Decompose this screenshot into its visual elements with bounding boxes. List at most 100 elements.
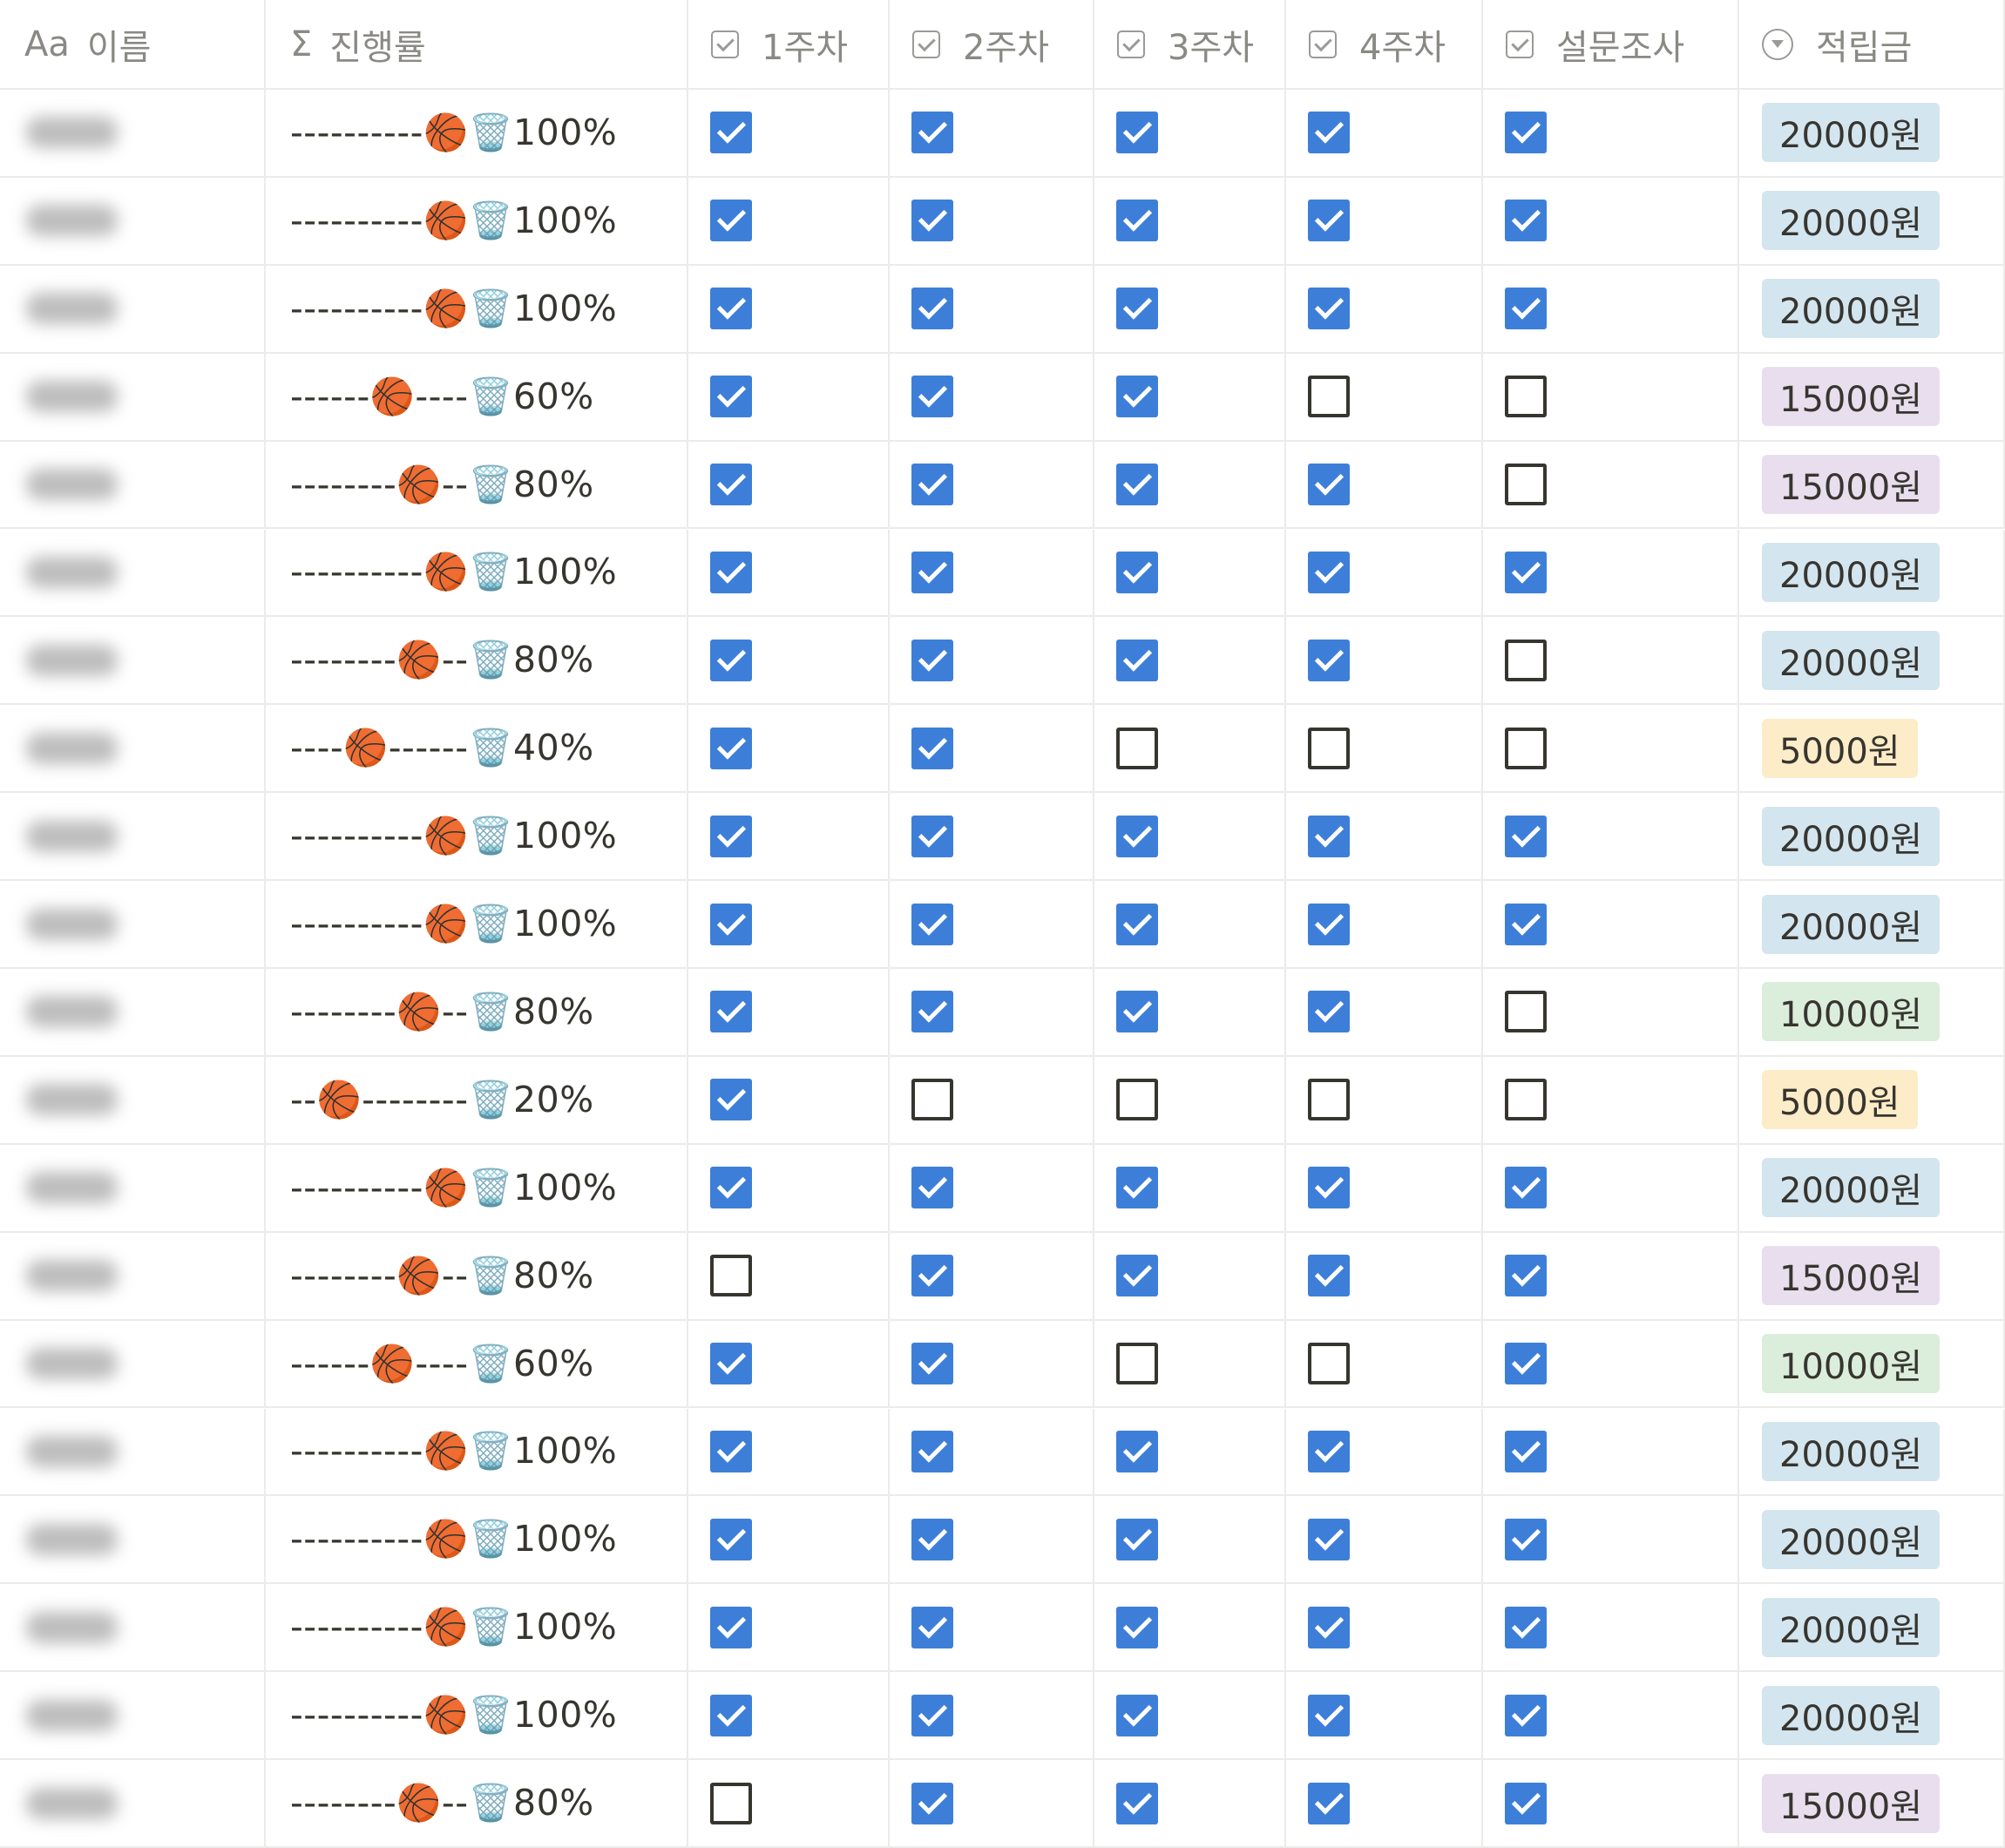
checkbox[interactable] (1116, 376, 1158, 418)
checkbox[interactable] (911, 639, 953, 681)
column-header[interactable]: Σ 진행률 (266, 0, 688, 88)
checkbox[interactable] (1116, 639, 1158, 681)
checkbox[interactable] (1505, 1430, 1547, 1472)
checkbox[interactable] (911, 903, 953, 945)
column-header[interactable]: 1주차 (688, 0, 890, 88)
checkbox[interactable] (1308, 903, 1350, 945)
reward-cell[interactable]: 15000원 (1739, 441, 2005, 528)
checkbox[interactable] (710, 1518, 752, 1560)
checkbox[interactable] (1308, 639, 1350, 681)
checkbox[interactable] (1505, 376, 1547, 418)
checkbox[interactable] (710, 112, 752, 154)
name-cell[interactable] (0, 969, 266, 1055)
checkbox[interactable] (710, 1606, 752, 1648)
checkbox[interactable] (911, 376, 953, 418)
checkbox[interactable] (1116, 1430, 1158, 1472)
checkbox[interactable] (1116, 1255, 1158, 1297)
checkbox[interactable] (911, 200, 953, 242)
reward-cell[interactable]: 20000원 (1739, 1496, 2005, 1583)
reward-cell[interactable]: 20000원 (1739, 881, 2005, 967)
checkbox[interactable] (1116, 815, 1158, 857)
checkbox[interactable] (1308, 1343, 1350, 1385)
checkbox[interactable] (911, 1606, 953, 1648)
checkbox[interactable] (1116, 727, 1158, 769)
reward-cell[interactable]: 5000원 (1739, 705, 2005, 792)
checkbox[interactable] (1308, 1606, 1350, 1648)
name-cell[interactable] (0, 793, 266, 880)
reward-cell[interactable]: 20000원 (1739, 617, 2005, 704)
checkbox[interactable] (710, 1782, 752, 1824)
checkbox[interactable] (710, 1255, 752, 1297)
checkbox[interactable] (1116, 1079, 1158, 1121)
checkbox[interactable] (1505, 1343, 1547, 1385)
checkbox[interactable] (710, 727, 752, 769)
checkbox[interactable] (911, 1694, 953, 1736)
reward-cell[interactable]: 20000원 (1739, 265, 2005, 352)
checkbox[interactable] (1116, 1343, 1158, 1385)
reward-cell[interactable]: 20000원 (1739, 90, 2005, 176)
checkbox[interactable] (710, 1694, 752, 1736)
checkbox[interactable] (1116, 1518, 1158, 1560)
checkbox[interactable] (710, 1343, 752, 1385)
column-header[interactable]: 2주차 (890, 0, 1094, 88)
name-cell[interactable] (0, 529, 266, 616)
checkbox[interactable] (1308, 1079, 1350, 1121)
checkbox[interactable] (911, 1782, 953, 1824)
checkbox[interactable] (1308, 1694, 1350, 1736)
name-cell[interactable] (0, 90, 266, 176)
column-header[interactable]: 3주차 (1094, 0, 1286, 88)
checkbox[interactable] (1116, 1167, 1158, 1209)
checkbox[interactable] (710, 903, 752, 945)
name-cell[interactable] (0, 617, 266, 704)
checkbox[interactable] (1505, 1782, 1547, 1824)
checkbox[interactable] (1505, 551, 1547, 593)
name-cell[interactable] (0, 1760, 266, 1846)
checkbox[interactable] (1505, 112, 1547, 154)
reward-cell[interactable]: 15000원 (1739, 1232, 2005, 1319)
checkbox[interactable] (1505, 1518, 1547, 1560)
checkbox[interactable] (1505, 903, 1547, 945)
checkbox[interactable] (1505, 1694, 1547, 1736)
name-cell[interactable] (0, 441, 266, 528)
checkbox[interactable] (1308, 112, 1350, 154)
checkbox[interactable] (911, 1430, 953, 1472)
checkbox[interactable] (1505, 200, 1547, 242)
checkbox[interactable] (1505, 815, 1547, 857)
checkbox[interactable] (1308, 464, 1350, 506)
reward-cell[interactable]: 10000원 (1739, 1320, 2005, 1407)
checkbox[interactable] (710, 639, 752, 681)
reward-cell[interactable]: 20000원 (1739, 1672, 2005, 1759)
checkbox[interactable] (1308, 1518, 1350, 1560)
checkbox[interactable] (1116, 991, 1158, 1033)
checkbox[interactable] (1308, 200, 1350, 242)
name-cell[interactable] (0, 1320, 266, 1407)
checkbox[interactable] (1505, 288, 1547, 330)
checkbox[interactable] (1505, 1606, 1547, 1648)
name-cell[interactable] (0, 1144, 266, 1231)
checkbox[interactable] (911, 1343, 953, 1385)
checkbox[interactable] (1116, 288, 1158, 330)
checkbox[interactable] (710, 1167, 752, 1209)
checkbox[interactable] (911, 288, 953, 330)
checkbox[interactable] (1308, 991, 1350, 1033)
checkbox[interactable] (911, 1079, 953, 1121)
checkbox[interactable] (1308, 815, 1350, 857)
checkbox[interactable] (1308, 288, 1350, 330)
checkbox[interactable] (911, 1167, 953, 1209)
checkbox[interactable] (911, 1255, 953, 1297)
name-cell[interactable] (0, 353, 266, 440)
checkbox[interactable] (1308, 1255, 1350, 1297)
checkbox[interactable] (1116, 1606, 1158, 1648)
checkbox[interactable] (1505, 727, 1547, 769)
name-cell[interactable] (0, 705, 266, 792)
checkbox[interactable] (911, 551, 953, 593)
checkbox[interactable] (911, 1518, 953, 1560)
name-cell[interactable] (0, 1584, 266, 1671)
name-cell[interactable] (0, 1232, 266, 1319)
reward-cell[interactable]: 20000원 (1739, 177, 2005, 264)
checkbox[interactable] (911, 991, 953, 1033)
column-header[interactable]: 적립금 (1739, 0, 2005, 88)
checkbox[interactable] (1116, 112, 1158, 154)
reward-cell[interactable]: 10000원 (1739, 969, 2005, 1055)
checkbox[interactable] (710, 551, 752, 593)
